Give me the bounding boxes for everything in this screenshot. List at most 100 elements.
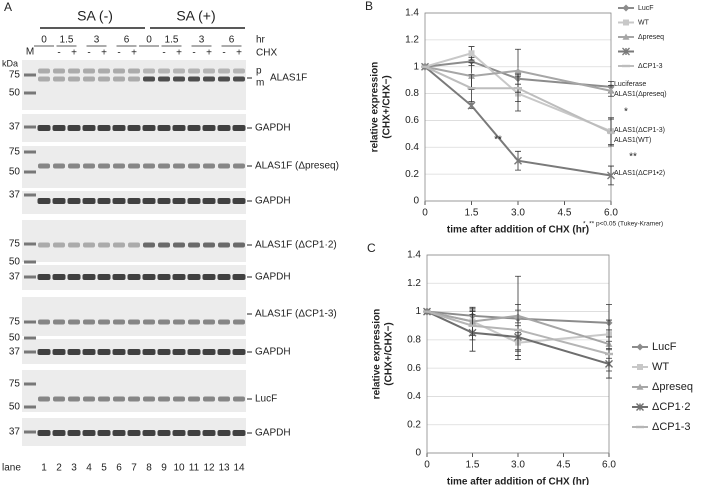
x-tick-label: 4.5 (557, 460, 571, 471)
control-band (157, 349, 171, 355)
sample-band (173, 319, 185, 325)
sample-band (83, 396, 95, 402)
control-band (187, 198, 201, 204)
control-band (202, 125, 216, 131)
point (607, 87, 615, 94)
marker-band (24, 125, 36, 129)
size-label: 75 (9, 317, 21, 328)
sample-band (203, 396, 215, 402)
lane-number: 4 (86, 463, 92, 474)
series-line (424, 65, 612, 134)
y-tick-label: 1 (413, 61, 419, 72)
control-band (97, 198, 111, 204)
point (468, 324, 477, 327)
point (636, 425, 644, 429)
size-label: 75 (9, 70, 21, 81)
point (468, 57, 475, 65)
panel-label: C (367, 241, 376, 255)
control-band (112, 430, 126, 436)
control-band (112, 198, 126, 204)
sample-band (188, 76, 200, 82)
sample-band (233, 319, 245, 325)
sample-band (218, 242, 230, 248)
lane-number: 10 (173, 463, 185, 474)
control-band (217, 430, 231, 436)
control-band (217, 198, 231, 204)
control-band (127, 198, 141, 204)
sample-band (83, 76, 95, 82)
sample-band (128, 76, 140, 82)
control-band (127, 125, 141, 131)
legend-label: LucF (638, 5, 654, 12)
lane-number: 1 (41, 463, 47, 474)
control-band (232, 349, 246, 355)
point (514, 67, 522, 74)
sample-band (158, 68, 170, 74)
sample-band (38, 242, 50, 248)
marker-band (24, 275, 36, 279)
series-line (424, 65, 612, 177)
sample-band (218, 319, 230, 325)
control-band (187, 349, 201, 355)
sample-band (98, 242, 110, 248)
time-label: 1.5 (165, 35, 179, 46)
lane-number: 2 (56, 463, 62, 474)
size-label: 37 (9, 190, 21, 201)
legend-label: WT (652, 361, 669, 373)
plot-frame (424, 12, 612, 202)
size-label: 50 (9, 88, 21, 99)
sample-band (203, 242, 215, 248)
point (467, 101, 476, 110)
sample-band (98, 76, 110, 82)
point (421, 65, 429, 68)
y-tick-label: 1.2 (405, 34, 419, 45)
legend-label: Δpreseq (652, 381, 693, 393)
sample-band (113, 319, 125, 325)
control-band (142, 349, 156, 355)
time-label: 0 (146, 35, 152, 46)
control-band (67, 274, 81, 280)
control-band (37, 274, 51, 280)
sample-band (113, 242, 125, 248)
point (514, 328, 522, 332)
control-band (172, 274, 186, 280)
time-unit: hr (256, 35, 266, 46)
control-band (112, 349, 126, 355)
sample-band (98, 396, 110, 402)
size-label: 50 (9, 257, 21, 268)
series-line (424, 65, 612, 92)
sample-band (203, 76, 215, 82)
control-band (37, 430, 51, 436)
annotation: ALAS1(ΔCP1-3) (614, 127, 665, 134)
sample-band (188, 242, 200, 248)
control-band (67, 430, 81, 436)
control-band (217, 274, 231, 280)
annotation: ** (494, 135, 502, 146)
control-band (97, 125, 111, 131)
target-label: ALAS1F (Δpreseq) (255, 161, 339, 172)
control-band (232, 430, 246, 436)
chx-sign: - (87, 48, 90, 59)
sample-band (68, 396, 80, 402)
control-band (127, 274, 141, 280)
point (637, 364, 643, 370)
sample-band (53, 396, 65, 402)
y-tick-label: 0.4 (407, 391, 421, 402)
control-band (112, 274, 126, 280)
sample-band (53, 68, 65, 74)
control-band (232, 125, 246, 131)
kda-label: kDa (2, 58, 18, 68)
sample-band (53, 319, 65, 325)
control-band (52, 198, 66, 204)
point (605, 352, 613, 356)
x-axis-label: time after addition of CHX (hr) (447, 477, 589, 485)
control-band (202, 198, 216, 204)
sample-band (38, 319, 50, 325)
annotation: ** (629, 152, 637, 163)
y-axis-label: (CHX+/CHX−) (384, 322, 395, 385)
chx-label: CHX (256, 48, 277, 59)
annotation: ALAS1(Δpreseq) (614, 91, 667, 98)
control-band (67, 125, 81, 131)
point (636, 343, 644, 351)
control-band (172, 430, 186, 436)
